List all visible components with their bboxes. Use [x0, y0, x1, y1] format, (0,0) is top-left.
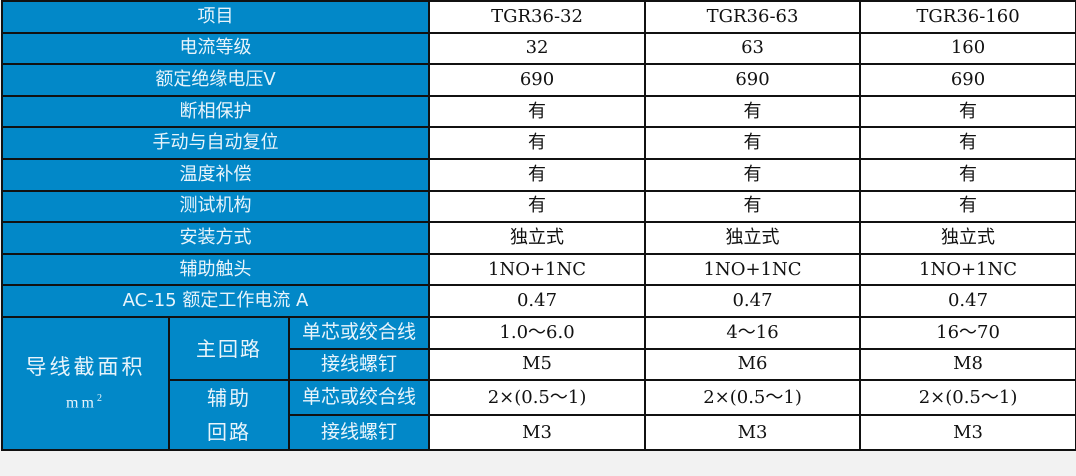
- spec-table: 项目 TGR36-32 TGR36-63 TGR36-160 电流等级 32 63 1…: [0, 0, 1076, 452]
- row-value: M3: [428, 414, 647, 452]
- aux-circuit-label: 辅助 回路: [168, 379, 290, 452]
- row-value: 有: [428, 94, 647, 129]
- row-label: 辅助触头: [0, 252, 431, 287]
- row-value: M3: [859, 414, 1076, 452]
- row-value: 独立式: [644, 221, 862, 255]
- table-row: 辅助 回路 单芯或绞合线 2×(0.5～1) 2×(0.5～1) 2×(0.5～1): [2, 379, 1076, 452]
- row-value: M8: [859, 347, 1076, 382]
- row-value: 有: [859, 157, 1076, 192]
- table-row: 接线螺钉 M5 M6 M8: [2, 347, 1076, 382]
- main-circuit-label: 主回路: [168, 315, 290, 382]
- row-value: 16～70: [859, 315, 1076, 350]
- row-label: AC-15 额定工作电流 A: [0, 284, 431, 318]
- row-value: 2×(0.5～1): [428, 379, 647, 417]
- row-value: 有: [644, 189, 862, 224]
- table-row: 测试机构有有有: [0, 189, 1076, 224]
- row-label: 手动与自动复位: [0, 126, 431, 160]
- row-value: 160: [859, 31, 1076, 66]
- row-value: 有: [428, 189, 647, 224]
- row-value: 有: [859, 94, 1076, 129]
- table-row: 温度补偿有有有: [0, 157, 1076, 192]
- table-row: 安装方式 独立式 独立式 独立式: [0, 221, 1076, 255]
- row-label: 测试机构: [0, 189, 431, 224]
- sub-row-label: 接线螺钉: [287, 347, 431, 382]
- row-value: 有: [428, 157, 647, 192]
- row-value: 有: [859, 189, 1076, 224]
- table-row: 导线截面积 mm2 主回路 单芯或绞合线 1.0～6.0 4～16 16～70: [1, 315, 1076, 452]
- row-value: 有: [428, 126, 647, 160]
- table-row: 手动与自动复位有有有: [0, 126, 1076, 160]
- row-label: 断相保护: [0, 94, 431, 129]
- row-value: M6: [644, 347, 862, 382]
- row-label: 安装方式: [0, 221, 431, 255]
- model-2: TGR36-63: [644, 0, 862, 34]
- row-value: 独立式: [428, 221, 647, 255]
- row-label: 温度补偿: [0, 157, 431, 192]
- header-label: 项目: [0, 0, 431, 34]
- sub-row-label: 单芯或绞合线: [287, 315, 431, 350]
- wire-unit: mm2: [66, 392, 105, 411]
- model-3: TGR36-160: [859, 0, 1076, 34]
- row-value: 0.47: [644, 284, 862, 318]
- row-value: 独立式: [859, 221, 1076, 255]
- row-value: 1.0～6.0: [428, 315, 647, 350]
- table-row: 额定绝缘电压V 690 690 690: [0, 63, 1076, 97]
- row-value: 1NO+1NC: [859, 252, 1076, 287]
- table-row: AC-15 额定工作电流 A 0.47 0.47 0.47: [0, 284, 1076, 318]
- row-value: 2×(0.5～1): [644, 379, 862, 417]
- row-value: 63: [644, 31, 862, 66]
- row-value: M5: [428, 347, 647, 382]
- row-value: 32: [428, 31, 647, 66]
- row-value: 1NO+1NC: [428, 252, 647, 287]
- table-row: 辅助触头 1NO+1NC 1NO+1NC 1NO+1NC: [0, 252, 1076, 287]
- table-row: 断相保护有有有: [0, 94, 1076, 129]
- row-value: 1NO+1NC: [644, 252, 862, 287]
- row-value: 有: [644, 94, 862, 129]
- row-value: 有: [859, 126, 1076, 160]
- row-value: 0.47: [428, 284, 647, 318]
- row-value: 690: [859, 63, 1076, 97]
- row-value: 0.47: [859, 284, 1076, 318]
- row-label: 额定绝缘电压V: [0, 63, 431, 97]
- wire-section-label: 导线截面积 mm2: [1, 315, 170, 452]
- row-value: 有: [644, 126, 862, 160]
- row-value: M3: [644, 414, 862, 452]
- row-value: 4～16: [644, 315, 862, 350]
- wire-label: 导线截面积: [25, 354, 146, 379]
- row-value: 690: [428, 63, 647, 97]
- sub-row-label: 接线螺钉: [287, 414, 431, 452]
- row-value: 690: [644, 63, 862, 97]
- row-value: 有: [644, 157, 862, 192]
- table-row: 电流等级 32 63 160: [0, 31, 1076, 66]
- model-1: TGR36-32: [428, 0, 647, 34]
- row-value: 2×(0.5～1): [859, 379, 1076, 417]
- table-row: 接线螺钉 M3 M3 M3: [2, 414, 1076, 452]
- header-row: 项目 TGR36-32 TGR36-63 TGR36-160: [0, 0, 1076, 34]
- sub-row-label: 单芯或绞合线: [287, 379, 431, 417]
- row-label: 电流等级: [0, 31, 431, 66]
